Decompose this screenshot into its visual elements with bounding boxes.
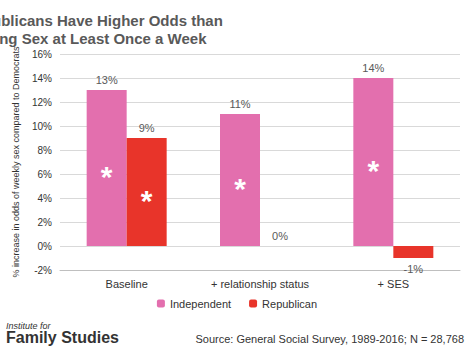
svg-text:*: *: [141, 184, 153, 217]
svg-text:Family Studies: Family Studies: [6, 329, 119, 346]
svg-text:-1%: -1%: [404, 263, 424, 275]
svg-text:4%: 4%: [38, 193, 53, 204]
svg-text:*: *: [101, 160, 113, 193]
svg-text:8%: 8%: [38, 145, 53, 156]
svg-text:10%: 10%: [32, 121, 52, 132]
svg-text:*: *: [234, 172, 246, 205]
svg-text:2%: 2%: [38, 217, 53, 228]
svg-text:Democrats of Having Sex at Lea: Democrats of Having Sex at Least Once a …: [0, 30, 207, 47]
svg-text:6%: 6%: [38, 169, 53, 180]
svg-text:13%: 13%: [96, 74, 118, 86]
svg-text:9%: 9%: [139, 122, 155, 134]
svg-text:*: *: [367, 154, 379, 187]
svg-text:14%: 14%: [362, 62, 384, 74]
svg-text:Source: General Social Survey,: Source: General Social Survey, 1989-2016…: [195, 333, 464, 345]
svg-text:% increase in odds of weekly s: % increase in odds of weekly sex compare…: [11, 46, 21, 278]
svg-text:14%: 14%: [32, 73, 52, 84]
svg-text:Republican: Republican: [262, 298, 317, 310]
svg-text:+ SES: + SES: [378, 278, 410, 290]
svg-text:-2%: -2%: [34, 265, 52, 276]
svg-text:0%: 0%: [272, 230, 288, 242]
svg-text:+ relationship status: + relationship status: [211, 278, 310, 290]
svg-text:Independents & Republicans Hav: Independents & Republicans Have Higher O…: [0, 12, 227, 29]
svg-text:Institute for: Institute for: [6, 320, 51, 331]
svg-text:16%: 16%: [32, 49, 52, 60]
svg-text:Independent: Independent: [170, 298, 231, 310]
svg-text:12%: 12%: [32, 97, 52, 108]
svg-text:11%: 11%: [229, 98, 250, 110]
svg-text:Baseline: Baseline: [106, 278, 148, 290]
svg-text:0%: 0%: [38, 241, 53, 252]
